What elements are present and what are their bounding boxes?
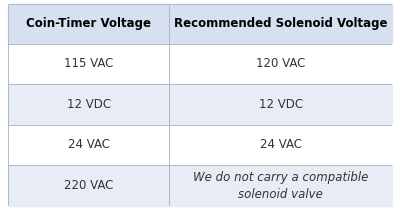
Text: 220 VAC: 220 VAC xyxy=(64,179,113,192)
Text: We do not carry a compatible
solenoid valve: We do not carry a compatible solenoid va… xyxy=(193,171,368,201)
Bar xyxy=(8,4,392,43)
Text: 24 VAC: 24 VAC xyxy=(68,138,110,151)
Text: 24 VAC: 24 VAC xyxy=(260,138,302,151)
Text: 12 VDC: 12 VDC xyxy=(258,98,303,111)
Bar xyxy=(8,165,392,206)
Bar xyxy=(8,125,392,165)
Bar xyxy=(8,43,392,84)
Text: Recommended Solenoid Voltage: Recommended Solenoid Voltage xyxy=(174,17,387,30)
Text: 120 VAC: 120 VAC xyxy=(256,57,305,70)
Text: Coin-Timer Voltage: Coin-Timer Voltage xyxy=(26,17,151,30)
Text: 12 VDC: 12 VDC xyxy=(66,98,111,111)
Text: 115 VAC: 115 VAC xyxy=(64,57,113,70)
Bar xyxy=(8,84,392,125)
